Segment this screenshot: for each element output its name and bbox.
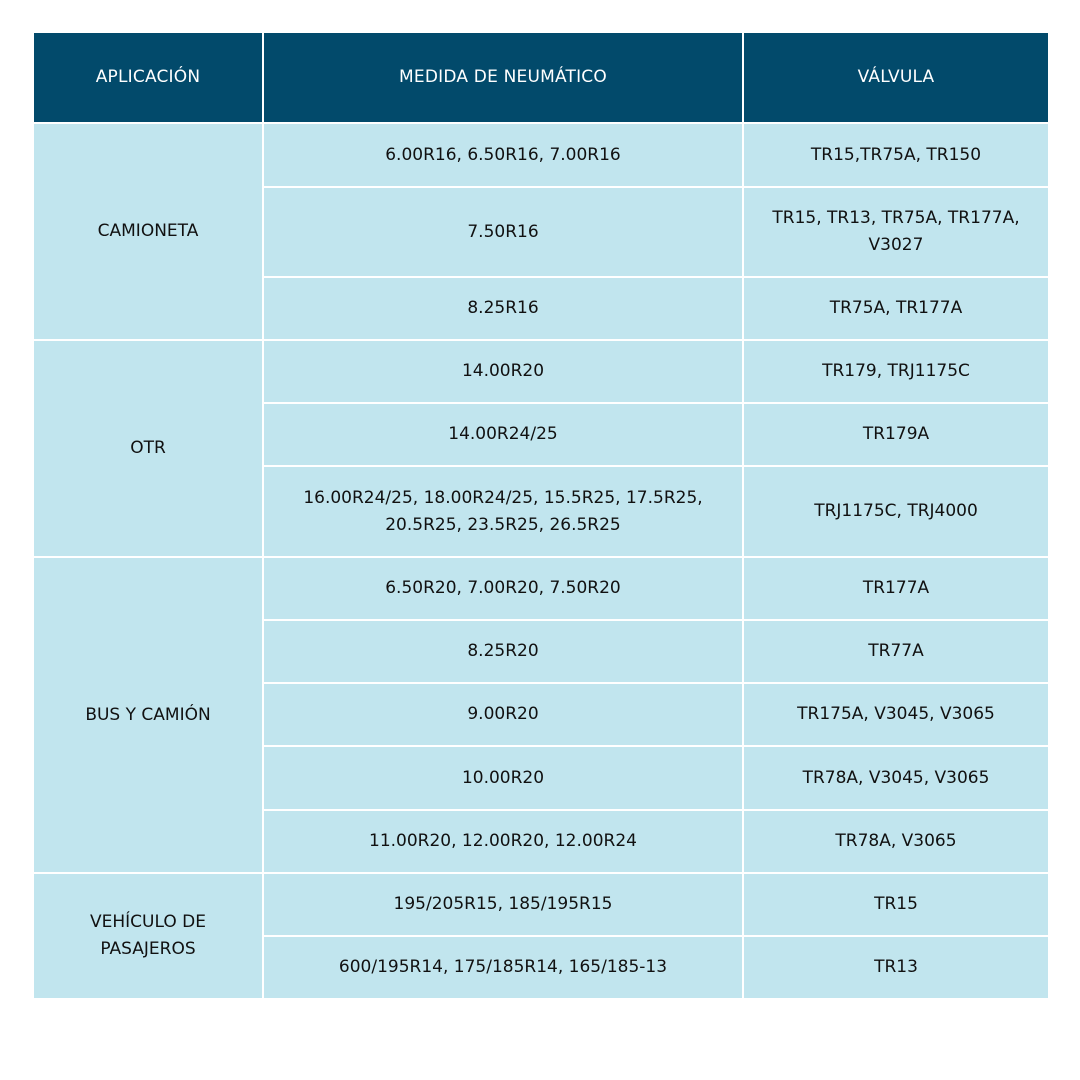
- table-row: 16.00R24/25, 18.00R24/25, 15.5R25, 17.5R…: [33, 465, 1050, 558]
- tire-size-cell: 10.00R20: [262, 745, 744, 811]
- table-row: 11.00R20, 12.00R20, 12.00R24 TR78A, V3065: [33, 809, 1050, 874]
- table-row: 600/195R14, 175/185R14, 165/185-13 TR13: [33, 935, 1050, 1000]
- application-cell: BUS Y CAMIÓN: [32, 556, 264, 874]
- tire-size-cell: 6.50R20, 7.00R20, 7.50R20: [262, 556, 744, 621]
- tire-size-cell: 14.00R24/25: [262, 402, 744, 467]
- tire-size-cell: 11.00R20, 12.00R20, 12.00R24: [262, 809, 744, 874]
- tire-size-cell: 14.00R20: [262, 339, 744, 404]
- valve-cell: TR78A, V3045, V3065: [742, 745, 1050, 811]
- valve-cell: TR179A: [742, 402, 1050, 467]
- table-row: OTR 14.00R20 TR179, TRJ1175C: [32, 339, 1050, 558]
- header-row: APLICACIÓN MEDIDA DE NEUMÁTICO VÁLVULA: [32, 31, 1050, 124]
- table-row: 8.25R16 TR75A, TR177A: [33, 276, 1050, 341]
- tire-size-cell: 6.00R16, 6.50R16, 7.00R16: [262, 122, 744, 188]
- header-valve: VÁLVULA: [742, 31, 1050, 124]
- valve-cell: TR78A, V3065: [742, 809, 1050, 874]
- tire-size-cell: 8.25R16: [262, 276, 744, 341]
- valve-cell: TR177A: [742, 556, 1050, 621]
- valve-cell: TRJ1175C, TRJ4000: [742, 465, 1050, 558]
- table-row: 7.50R16 TR15, TR13, TR75A, TR177A, V3027: [33, 186, 1050, 278]
- valve-cell: TR15, TR13, TR75A, TR177A, V3027: [742, 186, 1050, 278]
- tire-size-cell: 9.00R20: [262, 682, 744, 747]
- table-row: 14.00R24/25 TR179A: [33, 402, 1050, 467]
- application-cell: OTR: [32, 339, 264, 558]
- tire-size-cell: 600/195R14, 175/185R14, 165/185-13: [262, 935, 744, 1000]
- table-row: CAMIONETA 6.00R16, 6.50R16, 7.00R16 TR15,T…: [32, 122, 1050, 341]
- tire-size-cell: 8.25R20: [262, 619, 744, 684]
- valve-cell: TR75A, TR177A: [742, 276, 1050, 341]
- table-row: 9.00R20 TR175A, V3045, V3065: [33, 682, 1050, 747]
- valve-cell: TR175A, V3045, V3065: [742, 682, 1050, 747]
- valve-cell: TR15,TR75A, TR150: [742, 122, 1050, 188]
- table-row: 10.00R20 TR78A, V3045, V3065: [33, 745, 1050, 811]
- table-row: 8.25R20 TR77A: [33, 619, 1050, 684]
- application-cell: VEHÍCULO DE PASAJEROS: [32, 872, 264, 1000]
- tire-size-cell: 7.50R16: [262, 186, 744, 278]
- valve-cell: TR15: [742, 872, 1050, 937]
- tire-size-cell: 195/205R15, 185/195R15: [262, 872, 744, 937]
- tire-size-cell: 16.00R24/25, 18.00R24/25, 15.5R25, 17.5R…: [262, 465, 744, 558]
- header-tire-size: MEDIDA DE NEUMÁTICO: [262, 31, 744, 124]
- table-row: VEHÍCULO DE PASAJEROS 195/205R15, 185/195…: [32, 872, 1050, 1000]
- header-application: APLICACIÓN: [32, 31, 264, 124]
- application-cell: CAMIONETA: [32, 122, 264, 341]
- table-row: BUS Y CAMIÓN 6.50R20, 7.00R20, 7.50R20 TR1…: [32, 556, 1050, 874]
- valve-cell: TR179, TRJ1175C: [742, 339, 1050, 404]
- valve-compatibility-table: APLICACIÓN MEDIDA DE NEUMÁTICO VÁLVULA C…: [32, 31, 1050, 1000]
- valve-cell: TR13: [742, 935, 1050, 1000]
- valve-cell: TR77A: [742, 619, 1050, 684]
